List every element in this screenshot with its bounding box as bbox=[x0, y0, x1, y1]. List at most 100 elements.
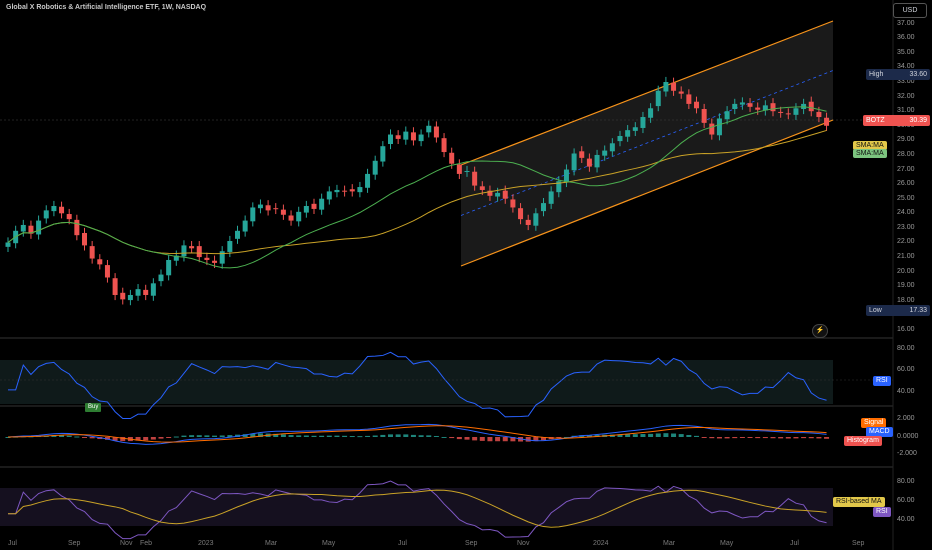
macd-histogram-bar bbox=[770, 437, 776, 439]
low-tag: Low 17.33 bbox=[866, 305, 930, 316]
candle-body bbox=[602, 150, 608, 156]
rsi-tick-60: 60.00 bbox=[897, 366, 915, 373]
currency-button[interactable]: USD bbox=[893, 3, 927, 18]
macd-histogram-bar bbox=[510, 437, 516, 442]
price-tick: 28.00 bbox=[897, 150, 915, 158]
macd-histogram-bar bbox=[311, 435, 317, 437]
candle-body bbox=[663, 82, 669, 92]
candle-body bbox=[51, 206, 57, 212]
candle-body bbox=[59, 206, 65, 214]
candle-body bbox=[472, 171, 478, 186]
price-tick: 22.00 bbox=[897, 238, 915, 246]
macd-tick-2: 2.000 bbox=[897, 415, 915, 422]
macd-histogram-bar bbox=[66, 435, 72, 437]
candle-body bbox=[709, 123, 715, 135]
price-tick: 19.00 bbox=[897, 282, 915, 290]
macd-histogram-bar bbox=[372, 435, 378, 437]
rsi2-label[interactable]: RSI bbox=[873, 507, 891, 517]
candle-body bbox=[441, 138, 447, 153]
macd-histogram-bar bbox=[104, 437, 110, 440]
macd-histogram-bar bbox=[418, 435, 424, 437]
channel-mid-line bbox=[460, 70, 834, 216]
candle-body bbox=[479, 186, 485, 190]
time-tick: Jul bbox=[790, 540, 799, 547]
macd-histogram-bar bbox=[212, 435, 218, 437]
candle-body bbox=[418, 134, 424, 142]
macd-histogram-bar bbox=[150, 437, 156, 440]
candle-body bbox=[334, 189, 340, 193]
candle-body bbox=[456, 164, 462, 174]
macd-histogram-bar bbox=[762, 437, 768, 439]
symbol-title[interactable]: Global X Robotics & Artificial Intellige… bbox=[6, 4, 207, 11]
macd-histogram-bar bbox=[288, 435, 294, 437]
ticker-price-tag: BOTZ 30.39 bbox=[863, 115, 930, 126]
time-tick: Jul bbox=[398, 540, 407, 547]
macd-histogram-bar bbox=[74, 436, 80, 438]
candle-body bbox=[127, 294, 133, 301]
candle-body bbox=[640, 117, 646, 128]
candle-body bbox=[701, 109, 707, 123]
macd-histogram-bar bbox=[319, 435, 325, 437]
macd-histogram-bar bbox=[502, 437, 508, 442]
candle-body bbox=[586, 158, 592, 167]
signal-label[interactable]: Signal bbox=[861, 418, 887, 428]
candle-body bbox=[403, 131, 409, 140]
ticker-price: 30.39 bbox=[909, 117, 927, 124]
candle-body bbox=[824, 117, 830, 126]
candle-body bbox=[357, 187, 363, 193]
price-tick: 37.00 bbox=[897, 19, 915, 27]
macd-histogram-bar bbox=[640, 434, 646, 437]
histogram-label[interactable]: Histogram bbox=[844, 436, 882, 446]
candle-body bbox=[716, 118, 722, 136]
candle-body bbox=[219, 251, 225, 264]
price-tick: 18.00 bbox=[897, 296, 915, 304]
ticker-label: BOTZ bbox=[866, 117, 885, 124]
rsi-label[interactable]: RSI bbox=[873, 376, 891, 386]
candle-body bbox=[449, 152, 455, 164]
macd-histogram-bar bbox=[824, 437, 830, 439]
rsi-tick-80: 80.00 bbox=[897, 345, 915, 352]
macd-histogram-bar bbox=[495, 437, 501, 442]
macd-histogram-bar bbox=[732, 437, 738, 439]
sma-slow-tag: SMA:MA bbox=[853, 141, 887, 150]
macd-histogram-bar bbox=[441, 436, 447, 438]
candle-body bbox=[655, 90, 661, 107]
candle-body bbox=[671, 82, 677, 91]
macd-histogram-bar bbox=[563, 436, 569, 438]
macd-histogram-bar bbox=[395, 434, 401, 437]
macd-histogram-bar bbox=[739, 437, 745, 438]
macd-histogram-bar bbox=[541, 437, 546, 441]
price-tick: 25.00 bbox=[897, 194, 915, 202]
macd-histogram-bar bbox=[816, 437, 822, 439]
candle-body bbox=[502, 190, 508, 199]
rsi2-tick-80: 80.00 bbox=[897, 478, 915, 485]
candle-body bbox=[410, 132, 416, 141]
macd-histogram-bar bbox=[525, 437, 531, 442]
candle-body bbox=[104, 265, 110, 278]
macd-histogram-bar bbox=[204, 435, 210, 437]
candle-body bbox=[166, 259, 172, 276]
candle-body bbox=[150, 283, 156, 296]
macd-label[interactable]: MACD bbox=[866, 427, 893, 437]
price-tick: 21.00 bbox=[897, 253, 915, 261]
macd-histogram-bar bbox=[219, 435, 225, 437]
macd-histogram-bar bbox=[82, 437, 87, 438]
candle-body bbox=[242, 220, 248, 232]
macd-histogram-bar bbox=[663, 433, 669, 437]
candle-body bbox=[97, 259, 103, 265]
time-tick: 2023 bbox=[198, 540, 214, 547]
candle-body bbox=[89, 246, 95, 259]
macd-histogram-bar bbox=[671, 433, 677, 437]
lightning-icon[interactable]: ⚡ bbox=[812, 324, 828, 338]
macd-histogram-bar bbox=[625, 434, 631, 437]
candle-body bbox=[732, 103, 738, 110]
candle-body bbox=[808, 101, 814, 112]
candle-body bbox=[349, 189, 355, 192]
time-tick: Sep bbox=[68, 540, 81, 547]
candle-body bbox=[280, 209, 286, 215]
candle-body bbox=[487, 190, 493, 196]
rsi-ma-label[interactable]: RSI-based MA bbox=[833, 497, 885, 507]
candle-body bbox=[303, 206, 309, 213]
rsi-line bbox=[8, 351, 827, 420]
